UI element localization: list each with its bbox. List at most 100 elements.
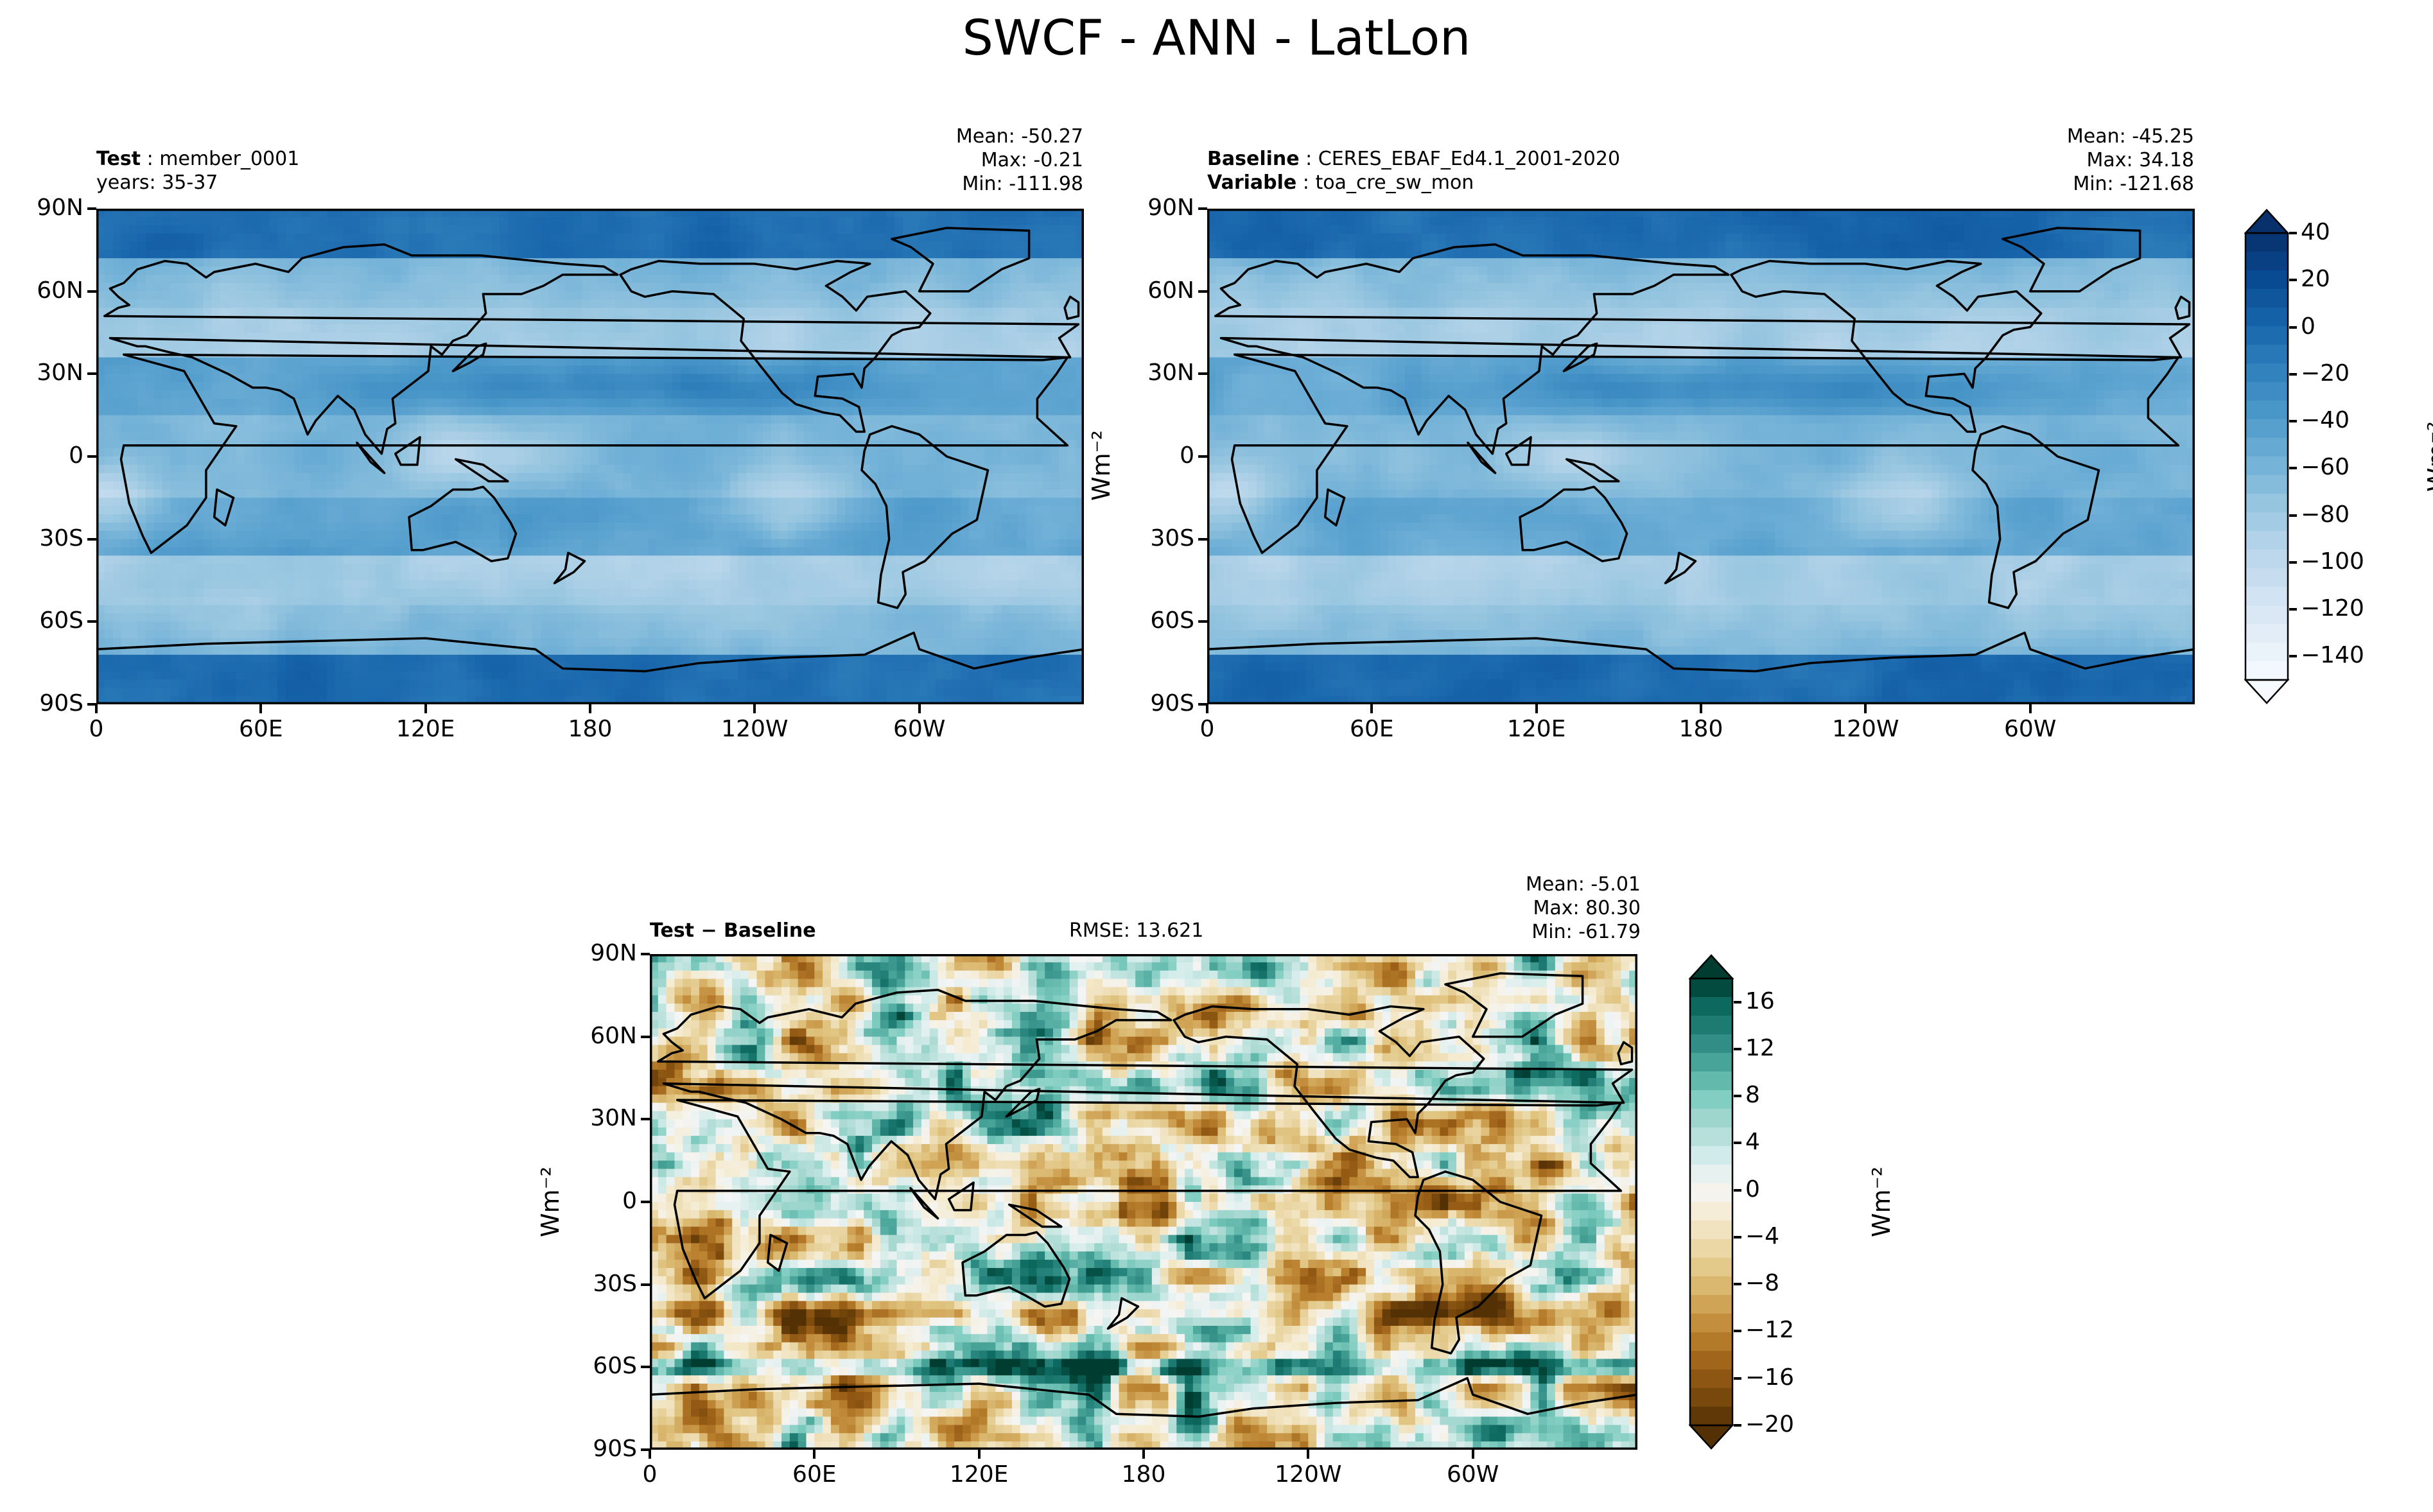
y-tick-label: 0	[622, 1188, 637, 1214]
y-tick-label: 90N	[590, 940, 637, 966]
y-tick-label: 30N	[37, 360, 83, 386]
y-tick-label: 90N	[1147, 195, 1194, 221]
coastline	[947, 1181, 975, 1212]
colorbar-level	[1690, 1109, 1732, 1128]
colorbar-level	[1690, 1053, 1732, 1072]
coastline	[1414, 1170, 1543, 1355]
tick-mark	[641, 953, 650, 955]
x-tick-label: 0	[1200, 716, 1215, 742]
colorbar-level	[2246, 252, 2288, 271]
colorbar-level	[1690, 1146, 1732, 1165]
y-tick-label: 60S	[593, 1353, 637, 1379]
baseline-variable-value: toa_cre_sw_mon	[1315, 171, 1474, 194]
x-tick-label: 60W	[893, 716, 945, 742]
tick-mark	[87, 372, 96, 376]
colorbar-extend-max	[1689, 954, 1734, 980]
tick-mark	[641, 1118, 650, 1121]
coastline	[961, 1231, 1071, 1308]
colorbar-level	[2246, 643, 2288, 662]
tick-mark	[1864, 704, 1867, 713]
diff-min: Min: -61.79	[1526, 920, 1641, 944]
colorbar-level	[2246, 550, 2288, 569]
tick-mark	[1142, 1450, 1145, 1459]
colorbar-level	[2246, 624, 2288, 643]
baseline-min: Min: -121.68	[2067, 172, 2194, 196]
tick-mark	[2289, 326, 2297, 329]
colorbar-tick-label: 0	[1745, 1176, 1760, 1203]
colorbar-tick-label: −8	[1745, 1270, 1779, 1296]
coastline	[1617, 1041, 1634, 1066]
colorbar-frame	[2244, 232, 2289, 681]
coastline	[1214, 243, 2191, 455]
coastline	[96, 631, 1084, 704]
tick-mark	[95, 704, 98, 713]
test-mean: Mean: -50.27	[956, 125, 1083, 148]
colorbar-tick-label: −140	[2301, 642, 2364, 668]
map-raster	[650, 954, 1637, 1450]
colorbar-extend-max	[2244, 209, 2289, 234]
colorbar-tick-label: −16	[1745, 1364, 1794, 1391]
tick-mark	[2289, 232, 2297, 234]
y-tick-label: 30N	[590, 1105, 637, 1131]
colorbar-level	[2246, 587, 2288, 606]
coastline	[1519, 485, 1628, 562]
tick-mark	[1734, 1424, 1741, 1427]
x-tick-label: 120W	[721, 716, 788, 742]
coastline	[2174, 295, 2191, 320]
y-tick-label: 60S	[39, 607, 83, 634]
colorbar-level	[2246, 475, 2288, 494]
map-frame	[1207, 209, 2195, 704]
coastline	[1562, 342, 1598, 372]
colorbar-level	[2246, 512, 2288, 532]
map-frame	[96, 209, 1084, 704]
coastline	[619, 259, 932, 433]
colorbar-level	[1690, 1258, 1732, 1277]
colorbar-level	[2246, 568, 2288, 587]
y-tick-label: 90N	[37, 195, 83, 221]
tick-mark	[977, 1450, 981, 1459]
y-tick-label: 60N	[37, 277, 83, 304]
tick-mark	[1198, 372, 1207, 376]
blues-colorbar	[2244, 209, 2289, 704]
tick-mark	[1206, 704, 1208, 713]
baseline-stats: Mean: -45.25 Max: 34.18 Min: -121.68	[2067, 125, 2194, 196]
tick-mark	[589, 704, 591, 713]
colorbar-level	[1690, 1314, 1732, 1333]
x-tick-label: 60E	[239, 716, 283, 742]
tick-mark	[2289, 655, 2297, 658]
coastline	[1323, 488, 1346, 526]
coastline	[860, 425, 990, 609]
tick-mark	[2289, 514, 2297, 517]
tick-mark	[753, 704, 756, 713]
coastline	[1063, 295, 1080, 320]
colorbar-level	[2246, 605, 2288, 625]
map-raster	[96, 209, 1084, 704]
coastline	[1207, 631, 2195, 704]
coastline	[454, 458, 509, 483]
x-tick-label: 180	[568, 716, 613, 742]
colorbar-tick-label: 20	[2301, 266, 2330, 292]
colorbar-label: Wm⁻²	[1867, 1167, 1896, 1237]
y-tick-label: 90S	[39, 690, 83, 717]
y-tick-label: 60N	[590, 1023, 637, 1049]
test-stats: Mean: -50.27 Max: -0.21 Min: -111.98	[956, 125, 1083, 196]
tick-mark	[1198, 290, 1207, 293]
colorbar-level	[1690, 1239, 1732, 1258]
y-tick-label: 0	[69, 442, 83, 469]
tick-mark	[1734, 1188, 1741, 1192]
coastline	[673, 1099, 1623, 1299]
tick-mark	[2028, 704, 2032, 713]
colorbar-level	[2246, 494, 2288, 513]
colorbar-level	[1690, 1090, 1732, 1109]
colorbar-tick-label: −120	[2301, 595, 2364, 621]
colorbar-tick-label: −20	[2301, 360, 2350, 387]
x-tick-label: 120W	[1832, 716, 1899, 742]
coastlines	[1207, 227, 2195, 704]
coastline	[1005, 1088, 1041, 1118]
colorbar-level	[2246, 289, 2288, 308]
coastline	[1230, 353, 2180, 554]
y-tick-label: 90S	[1150, 690, 1194, 717]
colorbar-level	[1690, 1276, 1732, 1296]
y-tick-label: 30S	[593, 1271, 637, 1297]
coastline	[1007, 1203, 1063, 1228]
